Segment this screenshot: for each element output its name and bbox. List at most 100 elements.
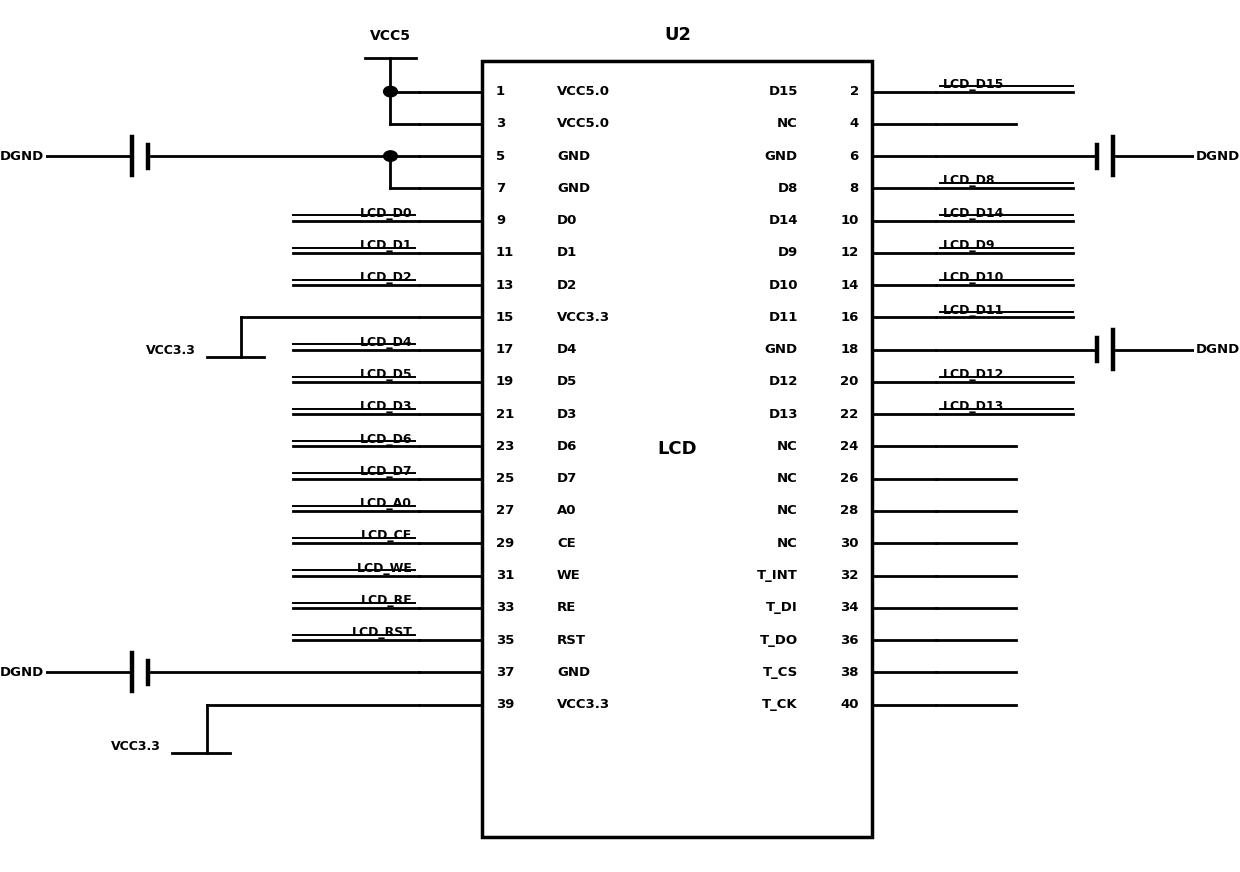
Text: DGND: DGND (1197, 150, 1240, 162)
Text: VCC5.0: VCC5.0 (557, 85, 610, 98)
Text: LCD_D3: LCD_D3 (360, 400, 412, 413)
Text: 14: 14 (841, 279, 859, 291)
Text: WE: WE (557, 569, 580, 582)
Text: D8: D8 (777, 182, 797, 194)
Text: 35: 35 (496, 634, 515, 646)
Text: 7: 7 (496, 182, 505, 194)
Text: T_CK: T_CK (763, 698, 797, 711)
Text: 28: 28 (841, 505, 859, 517)
Text: 11: 11 (496, 247, 515, 259)
Text: 25: 25 (496, 473, 515, 485)
Text: NC: NC (777, 505, 797, 517)
Text: U2: U2 (663, 25, 691, 44)
Text: LCD_RE: LCD_RE (361, 594, 412, 607)
Text: GND: GND (765, 150, 797, 162)
Bar (482, 61, 873, 837)
Text: T_INT: T_INT (756, 569, 797, 582)
Text: NC: NC (777, 440, 797, 453)
Text: 6: 6 (849, 150, 859, 162)
Text: 29: 29 (496, 537, 515, 549)
Text: 26: 26 (841, 473, 859, 485)
Text: 24: 24 (841, 440, 859, 453)
Text: DGND: DGND (0, 150, 43, 162)
Text: RST: RST (557, 634, 585, 646)
Text: GND: GND (557, 666, 590, 678)
Text: VCC3.3: VCC3.3 (112, 740, 161, 753)
Text: 23: 23 (496, 440, 515, 453)
Text: NC: NC (777, 537, 797, 549)
Text: LCD_A0: LCD_A0 (361, 497, 412, 510)
Text: 18: 18 (841, 344, 859, 356)
Text: LCD_D0: LCD_D0 (360, 207, 412, 220)
Text: LCD_D11: LCD_D11 (942, 303, 1004, 317)
Text: 40: 40 (841, 698, 859, 711)
Text: 1: 1 (496, 85, 505, 98)
Text: LCD_WE: LCD_WE (356, 562, 412, 575)
Text: 32: 32 (841, 569, 859, 582)
Text: 27: 27 (496, 505, 515, 517)
Text: 5: 5 (496, 150, 505, 162)
Text: 21: 21 (496, 408, 515, 420)
Text: D4: D4 (557, 344, 578, 356)
Text: D13: D13 (769, 408, 797, 420)
Text: VCC5: VCC5 (370, 29, 410, 43)
Text: NC: NC (777, 118, 797, 130)
Text: 15: 15 (496, 311, 515, 324)
Text: VCC3.3: VCC3.3 (557, 311, 610, 324)
Text: LCD_D7: LCD_D7 (360, 465, 412, 478)
Text: RE: RE (557, 602, 577, 614)
Text: LCD_D2: LCD_D2 (360, 271, 412, 284)
Text: 4: 4 (849, 118, 859, 130)
Text: T_CS: T_CS (763, 666, 797, 678)
Text: 22: 22 (841, 408, 859, 420)
Text: VCC3.3: VCC3.3 (557, 698, 610, 711)
Text: A0: A0 (557, 505, 577, 517)
Text: GND: GND (557, 150, 590, 162)
Text: LCD_D10: LCD_D10 (942, 271, 1004, 284)
Text: LCD_D5: LCD_D5 (360, 368, 412, 381)
Text: LCD_D9: LCD_D9 (942, 239, 994, 252)
Text: 13: 13 (496, 279, 515, 291)
Text: D15: D15 (769, 85, 797, 98)
Text: GND: GND (765, 344, 797, 356)
Text: D0: D0 (557, 215, 578, 227)
Text: D10: D10 (769, 279, 797, 291)
Text: D7: D7 (557, 473, 577, 485)
Text: LCD: LCD (657, 440, 697, 458)
Text: T_DI: T_DI (766, 602, 797, 614)
Text: 20: 20 (841, 376, 859, 388)
Text: 16: 16 (841, 311, 859, 324)
Text: 17: 17 (496, 344, 515, 356)
Text: 12: 12 (841, 247, 859, 259)
Text: 33: 33 (496, 602, 515, 614)
Text: 38: 38 (841, 666, 859, 678)
Text: LCD_D15: LCD_D15 (942, 78, 1004, 91)
Text: LCD_D14: LCD_D14 (942, 207, 1004, 220)
Text: LCD_D1: LCD_D1 (360, 239, 412, 252)
Text: NC: NC (777, 473, 797, 485)
Text: D1: D1 (557, 247, 577, 259)
Text: T_DO: T_DO (760, 634, 797, 646)
Text: LCD_RST: LCD_RST (351, 626, 412, 639)
Text: LCD_D13: LCD_D13 (942, 400, 1003, 413)
Text: VCC3.3: VCC3.3 (145, 344, 196, 357)
Text: LCD_D12: LCD_D12 (942, 368, 1004, 381)
Text: 10: 10 (841, 215, 859, 227)
Text: LCD_D4: LCD_D4 (360, 336, 412, 349)
Text: D11: D11 (769, 311, 797, 324)
Text: 34: 34 (841, 602, 859, 614)
Text: 9: 9 (496, 215, 505, 227)
Text: D3: D3 (557, 408, 578, 420)
Text: LCD_D6: LCD_D6 (360, 433, 412, 446)
Text: 37: 37 (496, 666, 515, 678)
Text: CE: CE (557, 537, 575, 549)
Text: VCC5.0: VCC5.0 (557, 118, 610, 130)
Text: 39: 39 (496, 698, 515, 711)
Text: D5: D5 (557, 376, 577, 388)
Text: 19: 19 (496, 376, 515, 388)
Text: LCD_CE: LCD_CE (361, 529, 412, 542)
Text: 3: 3 (496, 118, 506, 130)
Text: D2: D2 (557, 279, 577, 291)
Text: D9: D9 (777, 247, 797, 259)
Text: LCD_D8: LCD_D8 (942, 174, 994, 187)
